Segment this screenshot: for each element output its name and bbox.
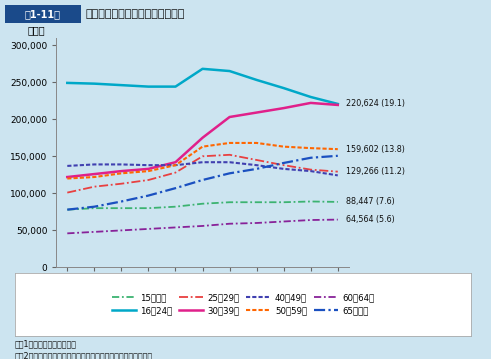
Text: 64,564 (5.6): 64,564 (5.6) [346, 215, 395, 224]
Text: 注　1　警察庁資料による。: 注 1 警察庁資料による。 [15, 339, 77, 348]
Text: 129,266 (11.2): 129,266 (11.2) [346, 167, 405, 176]
Text: 88,447 (7.6): 88,447 (7.6) [346, 197, 395, 206]
Text: 159,602 (13.8): 159,602 (13.8) [346, 145, 405, 154]
Text: 第1-11図: 第1-11図 [25, 9, 61, 19]
Text: 2　（　）内は、年齢層別負傷者数の構成率（％）である。: 2 （ ）内は、年齢層別負傷者数の構成率（％）である。 [15, 351, 153, 359]
Legend: 15歳以下, 16〜24歳, 25〜29歳, 30〜39歳, 40〜49歳, 50〜59歳, 60〜64歳, 65歳以上: 15歳以下, 16〜24歳, 25〜29歳, 30〜39歳, 40〜49歳, 5… [109, 290, 377, 318]
Text: （人）: （人） [27, 25, 45, 36]
Text: 年齢層別交通事故負傷者数の推移: 年齢層別交通事故負傷者数の推移 [86, 9, 185, 19]
Text: 220,624 (19.1): 220,624 (19.1) [346, 99, 405, 108]
